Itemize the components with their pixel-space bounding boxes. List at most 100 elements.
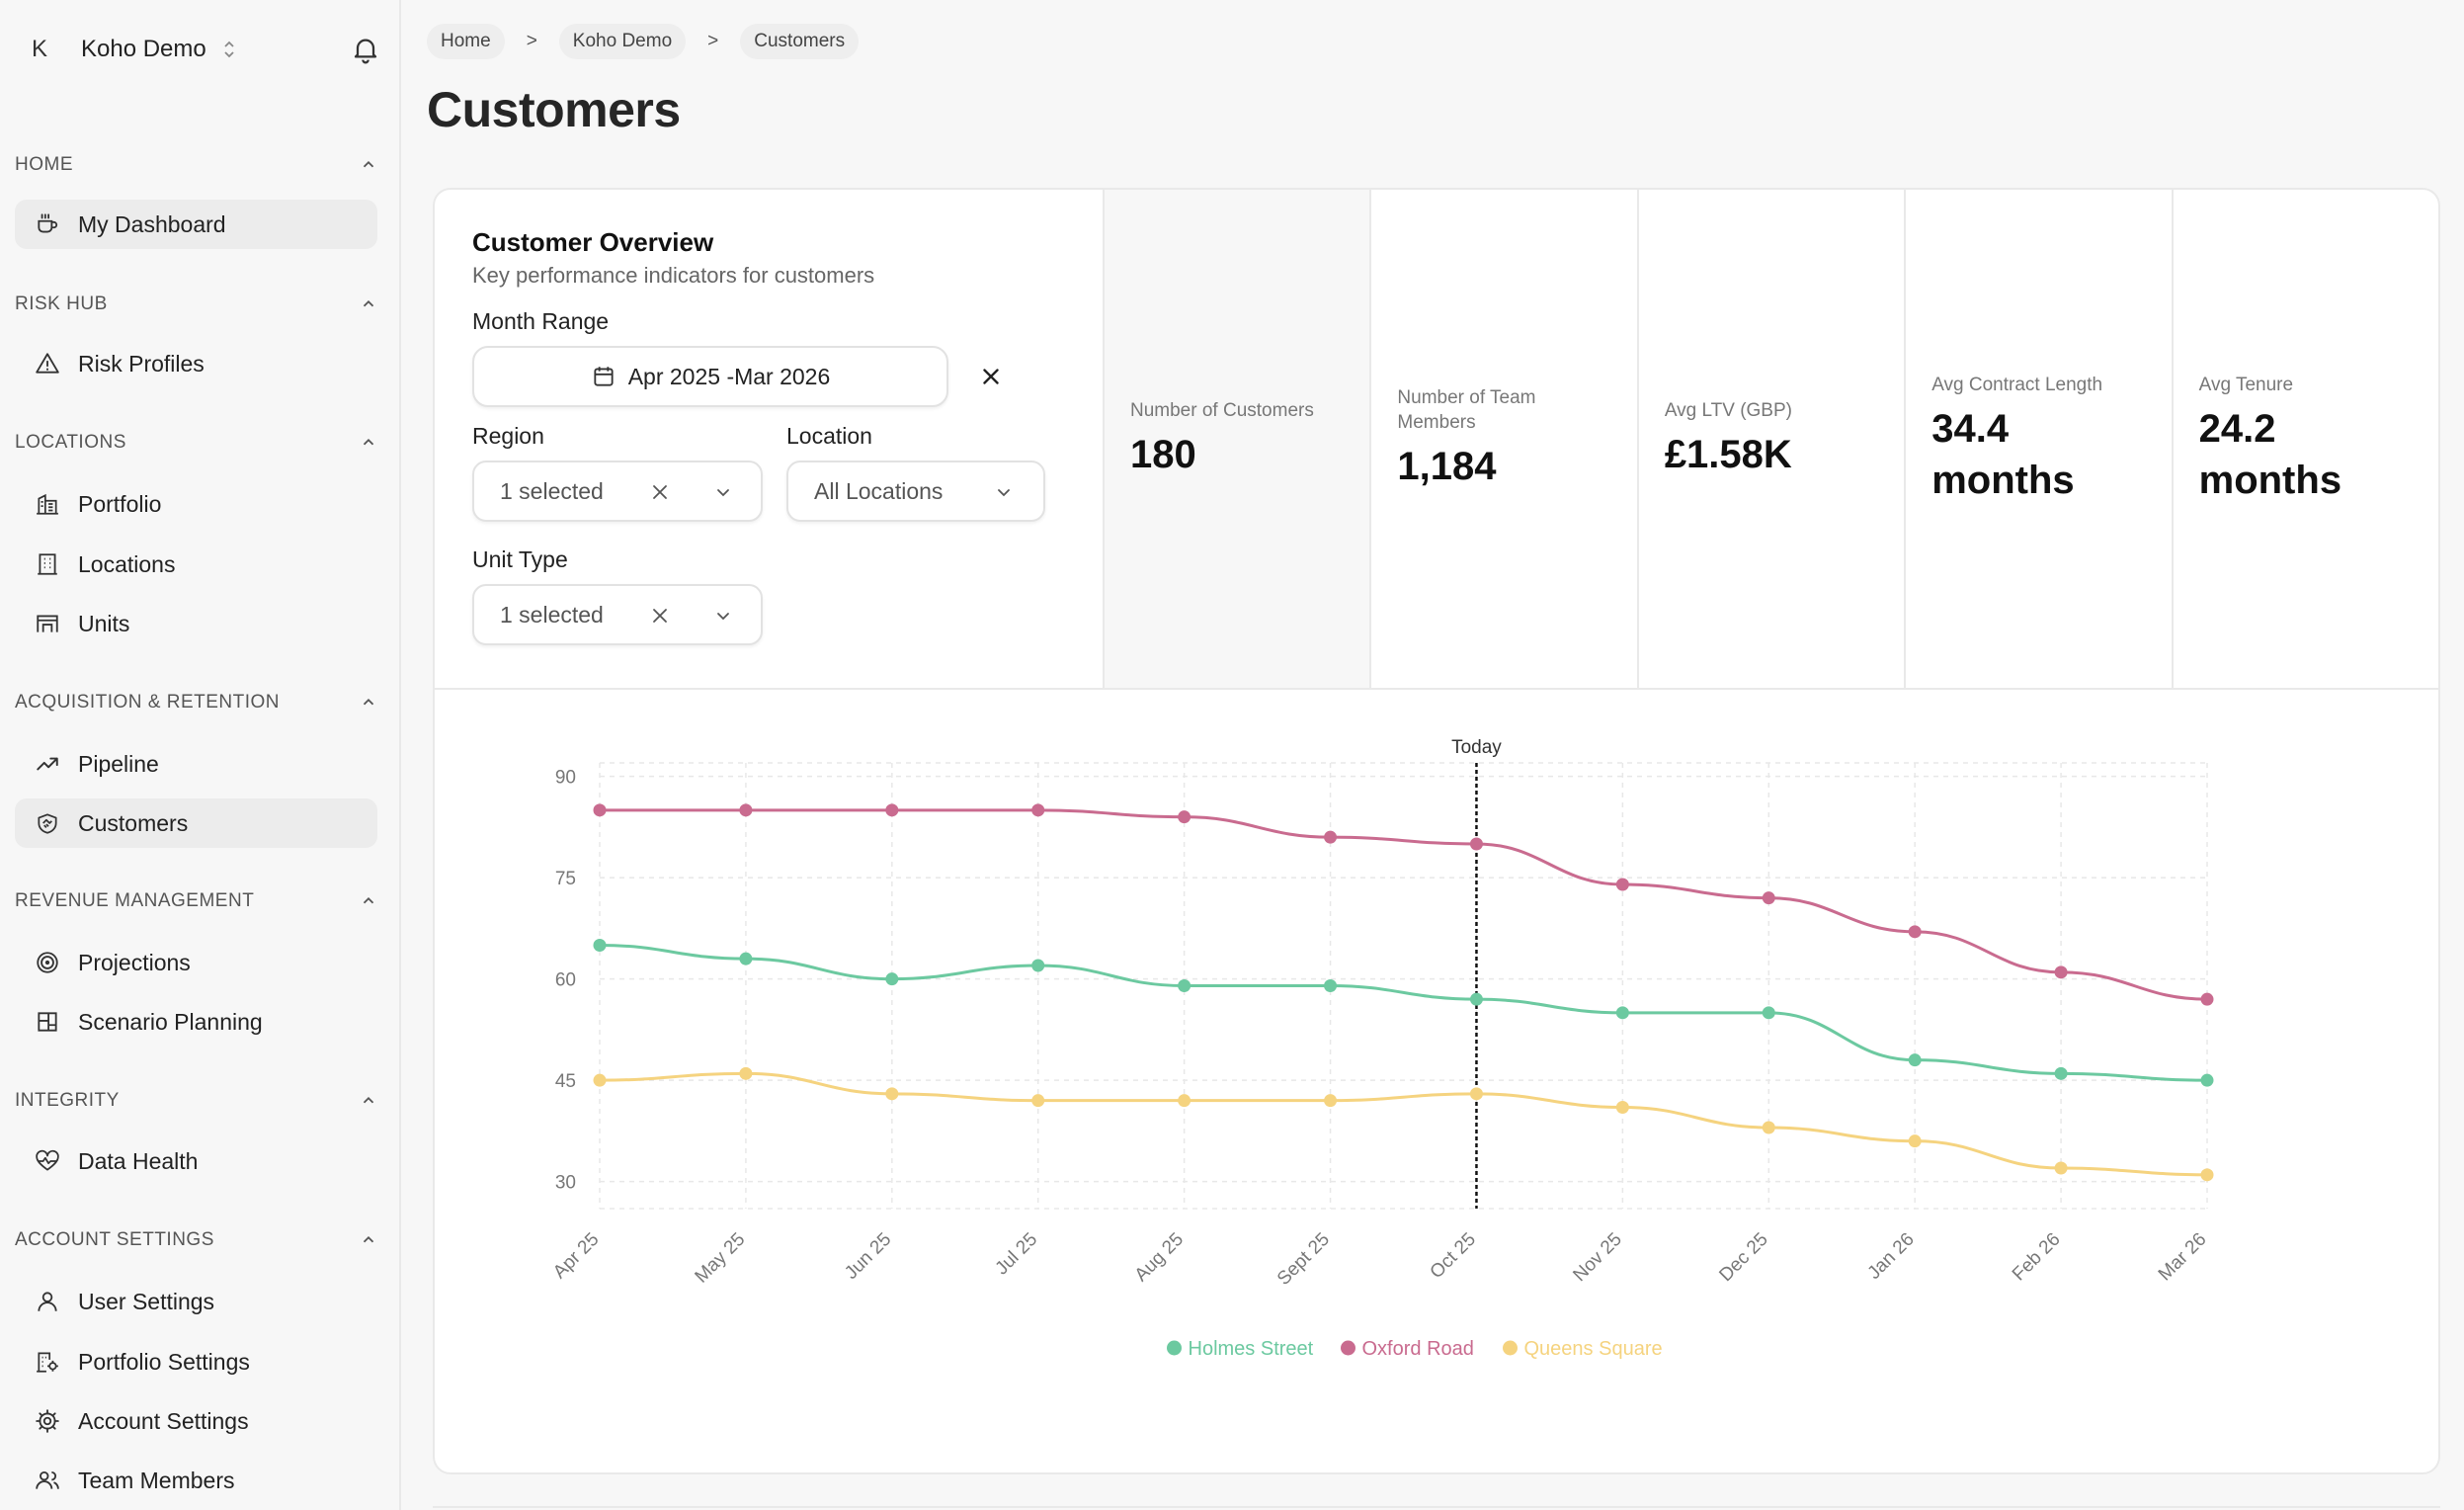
chevron-up-icon xyxy=(363,699,374,706)
section-header[interactable]: INTEGRITY xyxy=(15,1086,377,1116)
chevron-down-icon[interactable] xyxy=(992,480,1016,504)
section-title: ACQUISITION & RETENTION xyxy=(15,692,281,713)
data-point-holmes-street xyxy=(593,939,607,952)
clear-unit-type-icon[interactable] xyxy=(648,604,672,628)
chevron-up-icon xyxy=(363,161,374,168)
kpi-row: Number of Customers 180 Number of Team M… xyxy=(1103,190,2438,688)
target-icon xyxy=(37,952,58,973)
sidebar-section-acquisition-retention: ACQUISITION & RETENTION Pipeline Custome… xyxy=(15,688,377,848)
chevron-up-icon xyxy=(363,1236,374,1243)
sidebar: K Koho Demo HOME My Dashboard RISK HUB R… xyxy=(0,0,401,1510)
data-point-queens-square xyxy=(593,1073,607,1087)
chevron-up-down-icon xyxy=(222,39,236,60)
x-tick-label: Dec 25 xyxy=(1715,1229,1771,1286)
location-select[interactable]: All Locations xyxy=(786,461,1045,522)
section-title: HOME xyxy=(15,154,73,175)
overview-title: Customer Overview xyxy=(472,227,714,257)
buildings-icon xyxy=(37,493,58,515)
month-range-picker[interactable]: Apr 2025 -Mar 2026 xyxy=(472,346,948,407)
section-header[interactable]: RISK HUB xyxy=(15,290,377,319)
x-tick-label: Apr 25 xyxy=(549,1229,603,1283)
kpi-number-of-customers[interactable]: Number of Customers 180 xyxy=(1105,190,1372,688)
sidebar-item-projections[interactable]: Projections xyxy=(15,938,377,987)
x-tick-label: Nov 25 xyxy=(1569,1229,1625,1286)
section-title: LOCATIONS xyxy=(15,432,126,453)
sidebar-item-scenario-planning[interactable]: Scenario Planning xyxy=(15,997,377,1047)
sidebar-item-units[interactable]: Units xyxy=(15,599,377,648)
sidebar-item-label: User Settings xyxy=(78,1288,215,1314)
data-point-holmes-street xyxy=(1762,1006,1775,1020)
sidebar-item-portfolio-settings[interactable]: Portfolio Settings xyxy=(15,1337,377,1386)
chevron-down-icon[interactable] xyxy=(711,480,735,504)
data-point-oxford-road xyxy=(739,803,753,817)
heart-pulse-icon xyxy=(36,1149,59,1171)
kpi-avg-contract-length[interactable]: Avg Contract Length 34.4 months xyxy=(1906,190,2174,688)
region-label: Region xyxy=(472,423,544,449)
data-point-queens-square xyxy=(739,1066,753,1080)
x-tick-label: Feb 26 xyxy=(2009,1229,2065,1286)
data-point-queens-square xyxy=(1615,1101,1629,1114)
clear-region-icon[interactable] xyxy=(648,480,672,504)
region-select[interactable]: 1 selected xyxy=(472,461,763,522)
sidebar-item-account-settings[interactable]: Account Settings xyxy=(15,1396,377,1446)
sidebar-item-label: Portfolio Settings xyxy=(78,1348,250,1375)
kpi-avg-tenure[interactable]: Avg Tenure 24.2 months xyxy=(2174,190,2438,688)
kpi-avg-ltv[interactable]: Avg LTV (GBP) £1.58K xyxy=(1639,190,1907,688)
data-point-oxford-road xyxy=(2200,992,2214,1006)
data-point-holmes-street xyxy=(1324,979,1338,992)
sidebar-item-locations[interactable]: Locations xyxy=(15,540,377,589)
breadcrumb-workspace[interactable]: Koho Demo xyxy=(558,24,687,59)
kpi-number-of-team-members[interactable]: Number of Team Members 1,184 xyxy=(1371,190,1639,688)
sidebar-section-integrity: INTEGRITY Data Health xyxy=(15,1086,377,1174)
legend-swatch-holmes-street xyxy=(1167,1340,1182,1356)
breadcrumb-current[interactable]: Customers xyxy=(740,24,860,59)
section-header[interactable]: REVENUE MANAGEMENT xyxy=(15,886,377,916)
bell-icon[interactable] xyxy=(350,34,381,65)
users-icon xyxy=(36,1470,59,1489)
kpi-label: Number of Customers xyxy=(1130,399,1314,421)
legend-swatch-oxford-road xyxy=(1341,1340,1355,1356)
data-point-holmes-street xyxy=(1615,1006,1629,1020)
breadcrumb-separator: > xyxy=(526,31,537,51)
sidebar-item-customers[interactable]: Customers xyxy=(15,798,377,848)
data-point-oxford-road xyxy=(885,803,899,817)
breadcrumb-home[interactable]: Home xyxy=(427,24,505,59)
chevron-up-icon xyxy=(363,897,374,904)
data-point-oxford-road xyxy=(1031,803,1045,817)
sidebar-item-pipeline[interactable]: Pipeline xyxy=(15,739,377,789)
clear-month-range-icon[interactable] xyxy=(978,364,1004,389)
legend-label-oxford-road: Oxford Road xyxy=(1362,1338,1474,1360)
sidebar-item-data-health[interactable]: Data Health xyxy=(15,1136,377,1186)
location-value: All Locations xyxy=(814,477,944,504)
unit-type-select[interactable]: 1 selected xyxy=(472,584,763,645)
sidebar-item-label: Risk Profiles xyxy=(78,350,205,377)
sidebar-section-revenue-management: REVENUE MANAGEMENT Projections Scenario … xyxy=(15,886,377,1035)
data-point-queens-square xyxy=(1324,1094,1338,1108)
sidebar-item-user-settings[interactable]: User Settings xyxy=(15,1277,377,1326)
sidebar-item-label: My Dashboard xyxy=(78,210,226,237)
sidebar-item-label: Units xyxy=(78,610,130,636)
section-header[interactable]: HOME xyxy=(15,150,377,180)
month-range-label: Month Range xyxy=(472,308,610,334)
section-header[interactable]: ACQUISITION & RETENTION xyxy=(15,688,377,717)
workspace-switcher[interactable]: K Koho Demo xyxy=(18,28,381,71)
sidebar-item-portfolio[interactable]: Portfolio xyxy=(15,479,377,529)
kpi-value: £1.58K xyxy=(1664,432,1792,476)
chevron-down-icon[interactable] xyxy=(711,604,735,628)
sidebar-item-my-dashboard[interactable]: My Dashboard xyxy=(15,200,377,249)
sidebar-item-risk-profiles[interactable]: Risk Profiles xyxy=(15,339,377,388)
kpi-label: Avg Tenure xyxy=(2198,374,2294,395)
building-gear-icon xyxy=(37,1352,58,1373)
sidebar-item-team-members[interactable]: Team Members xyxy=(15,1456,377,1505)
data-point-queens-square xyxy=(1908,1134,1922,1148)
storage-unit-icon xyxy=(37,615,58,632)
sidebar-item-label: Portfolio xyxy=(78,490,162,517)
data-point-holmes-street xyxy=(1031,959,1045,972)
kpi-value: 180 xyxy=(1130,432,1196,476)
chart-svg: 90 75 60 45 30 Apr 25 May 25 Jun 25 Jul 25 Aug 25… xyxy=(549,737,2214,1360)
section-header[interactable]: LOCATIONS xyxy=(15,428,377,458)
location-label: Location xyxy=(786,423,872,449)
section-header[interactable]: ACCOUNT SETTINGS xyxy=(15,1225,377,1255)
sidebar-section-home: HOME My Dashboard xyxy=(15,150,377,249)
handshake-icon xyxy=(38,813,57,834)
